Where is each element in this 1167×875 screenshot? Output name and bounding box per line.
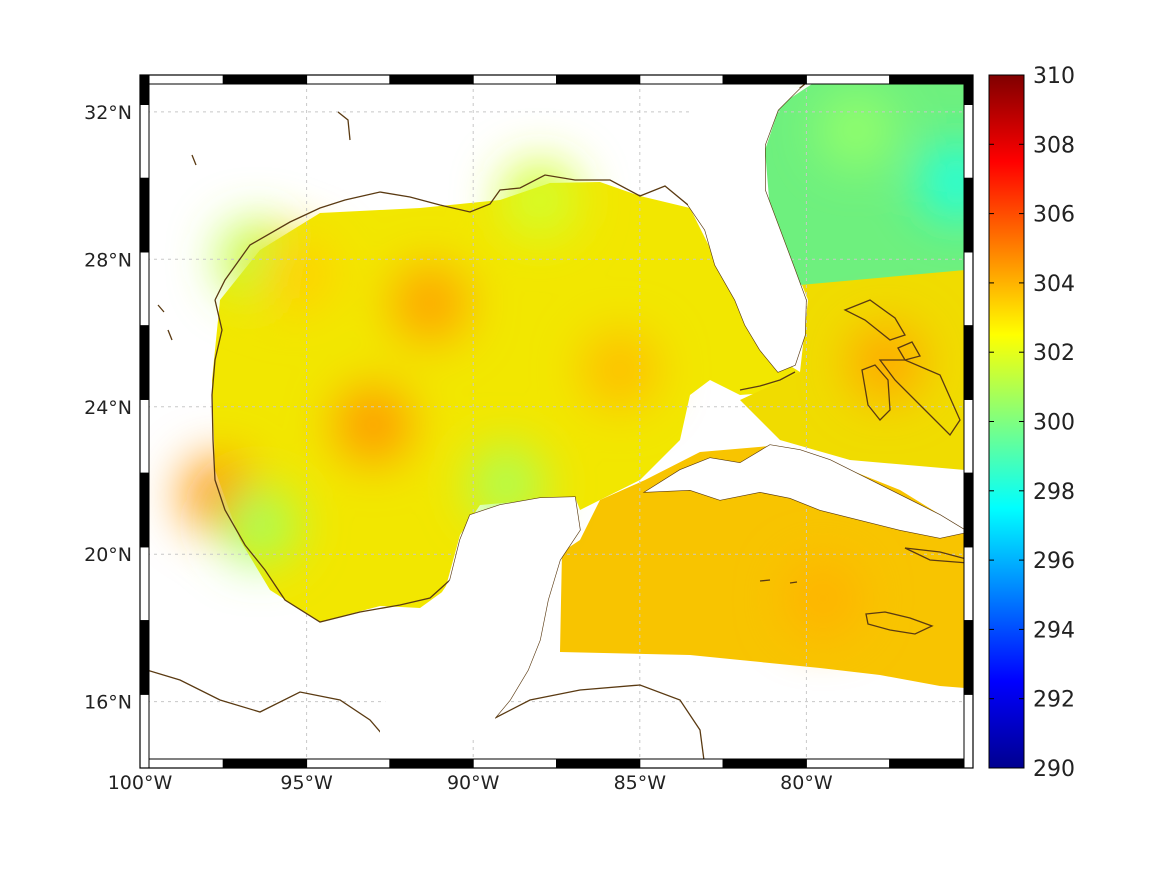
map-frame [139, 74, 974, 769]
colorbar-tick-label-7: 296 [1033, 549, 1075, 574]
y-tick-label-2: 24°N [84, 397, 132, 419]
colorbar-tick-label-8: 294 [1033, 618, 1075, 643]
frame-bottom-segment-0 [139, 758, 224, 769]
frame-top-segment-3 [389, 74, 474, 85]
sst-anomaly-8 [581, 331, 658, 408]
frame-left-segment-1 [139, 620, 150, 695]
x-axis-ticks: 100°W 95°W 90°W 85°W 80°W [108, 772, 833, 794]
frame-right-segment-5 [963, 325, 974, 400]
frame-top-segment-8 [805, 74, 891, 85]
x-tick-label-1: 95°W [280, 772, 333, 794]
y-tick-label-1: 28°N [84, 249, 132, 271]
colorbar-tick-label-2: 306 [1033, 203, 1075, 228]
gulf-of-mexico-sst [212, 182, 800, 622]
frame-left-segment-7 [139, 177, 150, 253]
sst-anomaly-11 [818, 92, 895, 169]
frame-top-segment-1 [222, 74, 308, 85]
frame-right-segment-6 [963, 251, 974, 327]
colorbar-tick-label-1: 308 [1033, 133, 1075, 158]
cuba-land [645, 445, 968, 538]
frame-bottom-segment-2 [306, 758, 391, 769]
frame-right-segment-3 [963, 472, 974, 548]
frame-right-segment-7 [963, 177, 974, 253]
frame-bottom-segment-9 [889, 758, 974, 769]
frame-left-segment-4 [139, 398, 150, 474]
bahamas-islands-coast [843, 299, 961, 437]
sst-anomaly-5 [221, 486, 298, 563]
frame-right-segment-1 [963, 620, 974, 695]
land-masks [380, 88, 968, 768]
frame-left-segment-5 [139, 325, 150, 400]
florida-peninsula-land [688, 88, 806, 372]
y-axis-ticks: 32°N 28°N 24°N 20°N 16°N [84, 102, 132, 714]
colorbar-tick-label-9: 292 [1033, 688, 1075, 713]
y-tick-label-4: 16°N [84, 692, 132, 714]
frame-bottom-segment-3 [389, 758, 474, 769]
frame-outline [139, 74, 974, 769]
frame-left-segment-9 [139, 74, 150, 105]
frame-bottom-segment-6 [639, 758, 724, 769]
sst-anomaly-9 [785, 560, 862, 637]
colorbar-tick-label-0: 310 [1033, 64, 1075, 89]
x-tick-label-2: 90°W [447, 772, 500, 794]
colorbar-tick-label-4: 302 [1033, 341, 1075, 366]
frame-left-segment-3 [139, 472, 150, 548]
texas-barrier-islands-coast [157, 111, 351, 341]
colorbar-tick-label-3: 304 [1033, 272, 1075, 297]
sst-anomaly-1 [258, 236, 335, 313]
yucatan-peninsula-land [380, 497, 580, 768]
frame-bottom-segment-4 [472, 758, 558, 769]
frame-right-segment-0 [963, 693, 974, 769]
map-area [140, 75, 973, 768]
frame-top-segment-2 [306, 74, 391, 85]
frame-right-segment-2 [963, 546, 974, 622]
frame-bottom-segment-7 [722, 758, 807, 769]
florida-keys-coast [739, 371, 796, 391]
frame-bottom-segment-5 [556, 758, 641, 769]
us-gulf-coast [214, 75, 816, 373]
cayman-islands-coast [759, 579, 798, 584]
sst-anomaly-12 [848, 324, 925, 401]
colorbar-ticks: 310 308 306 304 302 300 298 296 294 292 290 [989, 64, 1075, 782]
frame-left-segment-6 [139, 251, 150, 327]
x-tick-label-3: 85°W [614, 772, 667, 794]
sst-anomaly-3 [335, 387, 412, 464]
mexico-gulf-coast [211, 299, 581, 719]
sst-anomaly-10 [918, 143, 973, 220]
jamaica-coast [865, 611, 934, 635]
central-america-coast [494, 684, 706, 768]
frame-top-segment-7 [722, 74, 807, 85]
frame-top-segment-6 [639, 74, 724, 85]
frame-left-segment-2 [139, 546, 150, 622]
frame-left-segment-8 [139, 103, 150, 179]
colorbar-gradient [988, 74, 1025, 769]
frame-top-segment-0 [139, 74, 224, 85]
frame-bottom-segment-8 [805, 758, 891, 769]
frame-right-segment-9 [963, 74, 974, 105]
y-tick-label-0: 32°N [84, 102, 132, 124]
gridlines [140, 75, 973, 768]
colorbar-tick-label-6: 298 [1033, 480, 1075, 505]
frame-right-segment-4 [963, 398, 974, 474]
frame-top-segment-9 [889, 74, 974, 85]
frame-right-segment-8 [963, 103, 974, 179]
colorbar-tick-label-5: 300 [1033, 411, 1075, 436]
frame-bottom-segment-1 [222, 758, 308, 769]
andros-island-coast [861, 364, 891, 421]
x-tick-label-0: 100°W [108, 772, 173, 794]
x-tick-label-4: 80°W [780, 772, 833, 794]
colorbar: 310 308 306 304 302 300 298 296 294 292 290 [988, 64, 1075, 782]
sst-anomaly-2 [391, 265, 468, 342]
frame-left-segment-0 [139, 693, 150, 769]
colorbar-tick-label-10: 290 [1033, 757, 1075, 782]
sst-anomaly-7 [501, 162, 578, 239]
atlantic-sst [765, 84, 965, 285]
frame-top-segment-4 [472, 74, 558, 85]
frame-top-segment-5 [556, 74, 641, 85]
y-tick-label-3: 20°N [84, 544, 132, 566]
